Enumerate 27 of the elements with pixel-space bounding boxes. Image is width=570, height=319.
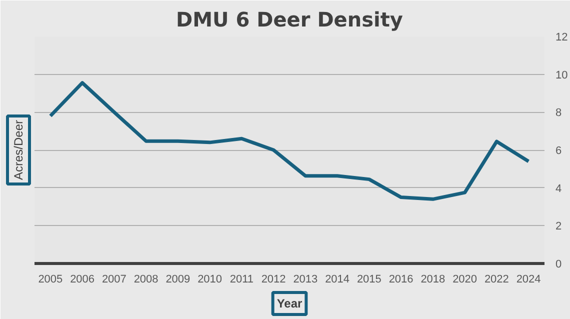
y-tick-label: 12 [556,32,568,44]
x-tick-label: 2022 [484,274,509,286]
x-tick-label: 2018 [420,274,446,286]
line-series [48,81,530,201]
x-tick-label: 2014 [325,274,350,286]
x-tick-label: 2012 [261,274,286,286]
x-tick-label: 2024 [516,274,541,286]
chart-title: DMU 6 Deer Density [176,8,403,32]
x-tick-label: 2010 [198,274,222,286]
x-tick-label: 2011 [230,274,254,286]
x-tick-label: 2020 [452,274,478,286]
y-tick-label: 4 [556,182,562,195]
x-axis-title: Year [276,296,303,310]
x-tick-label: 2006 [70,274,95,286]
x-tick-label: 2009 [166,274,190,286]
y-axis-title: Acres/Deer [12,120,26,180]
x-tick-label: 2005 [38,274,63,286]
y-tick-label: 10 [556,69,568,82]
x-tick-label: 2016 [388,274,414,286]
y-tick-label: 0 [556,258,562,270]
y-tick-label: 8 [556,107,562,120]
x-tick-label: 2015 [356,274,382,286]
x-tick-label: 2008 [134,274,158,286]
x-tick-label: 2007 [102,274,126,286]
x-tick-label: 2013 [293,274,318,286]
y-tick-label: 2 [556,220,562,233]
y-tick-label: 6 [556,145,562,157]
